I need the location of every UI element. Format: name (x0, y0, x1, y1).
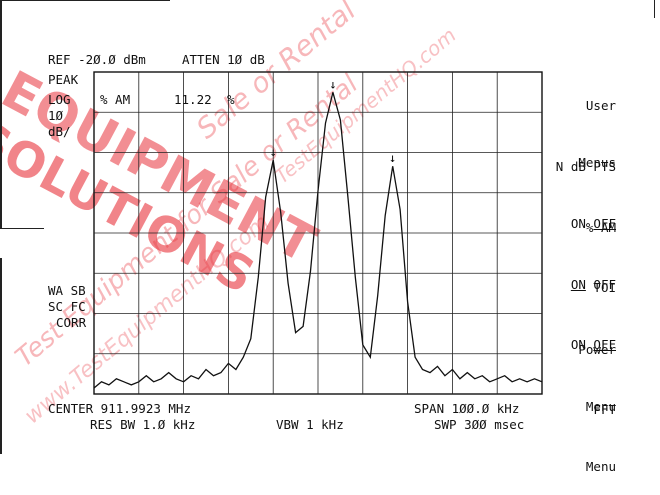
softkey-power-menu[interactable]: Power Menu (578, 302, 616, 435)
softkey-n-db-pts-on: ON (570, 216, 594, 231)
softkey-toi-line2: ON OFF (571, 335, 616, 354)
softkey-toi-off-selected: OFF (593, 337, 616, 352)
softkey-fft-menu[interactable]: FFT Menu (586, 362, 616, 495)
detector: PEAK (48, 72, 79, 87)
marker-label: % AM (100, 92, 131, 107)
softkey-percent-am-off: OFF (585, 277, 616, 292)
softkey-n-db-pts-off-selected: OFF (593, 216, 616, 231)
frame-tick (0, 228, 44, 229)
scale-log: LOG (48, 92, 71, 107)
softkey-percent-am-line2: ON OFF (571, 275, 616, 294)
softkey-percent-am-line1: % AM (585, 220, 616, 235)
wa-sb: WA SB (48, 283, 86, 298)
frame-top (0, 0, 170, 1)
softkey-power-menu-line1: Power (578, 342, 616, 357)
softkey-n-db-pts-line1: N dB PTS (555, 159, 616, 174)
peak-marker-arrow: ↓ (270, 145, 277, 159)
corr: CORR (56, 315, 87, 330)
softkey-user-menus-line2: Menus (578, 155, 616, 170)
marker-unit: % (227, 92, 235, 107)
softkey-percent-am-on-selected: ON (570, 277, 586, 292)
softkey-toi-on: ON (570, 337, 594, 352)
marker-value: 11.22 (174, 92, 212, 107)
center-frequency: CENTER 911.9923 MHz (48, 401, 191, 416)
frame-left-top (0, 0, 2, 228)
softkey-n-db-pts[interactable]: N dB PTS ON OFF (556, 119, 616, 252)
span: SPAN 1ØØ.Ø kHz (414, 401, 520, 416)
softkey-toi-line1: TOI (593, 280, 616, 295)
atten: ATTEN 1Ø dB (182, 52, 265, 67)
video-bandwidth: VBW 1 kHz (276, 417, 344, 432)
softkey-user-menus[interactable]: User Menus (578, 58, 616, 191)
softkey-fft-menu-line2: Menu (585, 459, 616, 474)
frame-left-bottom (0, 258, 2, 454)
sc-fc: SC FC (48, 299, 86, 314)
softkey-toi[interactable]: TOI ON OFF (571, 240, 616, 373)
marker-arrows: ↓ ↓ ↓ (270, 77, 397, 165)
spectrum-graticule: ↓ ↓ ↓ (93, 71, 543, 395)
spectrum-trace (93, 92, 543, 389)
softkey-fft-menu-line1: FFT (593, 402, 616, 417)
softkey-n-db-pts-line2: ON OFF (556, 214, 616, 233)
softkey-power-menu-line2: Menu (585, 399, 616, 414)
softkey-user-menus-line1: User (585, 98, 616, 113)
softkey-percent-am[interactable]: % AM ON OFF (571, 180, 616, 313)
resolution-bandwidth: RES BW 1.Ø kHz (90, 417, 196, 432)
scale-unit: dB/ (48, 124, 71, 139)
peak-marker-arrow: ↓ (389, 151, 396, 165)
frame-right (654, 0, 655, 18)
grid-lines (94, 72, 542, 394)
ref-level: REF -2Ø.Ø dBm (48, 52, 146, 67)
sweep-time: SWP 3ØØ msec (434, 417, 525, 432)
scale-value: 1Ø (48, 108, 64, 123)
peak-marker-arrow: ↓ (329, 77, 336, 91)
